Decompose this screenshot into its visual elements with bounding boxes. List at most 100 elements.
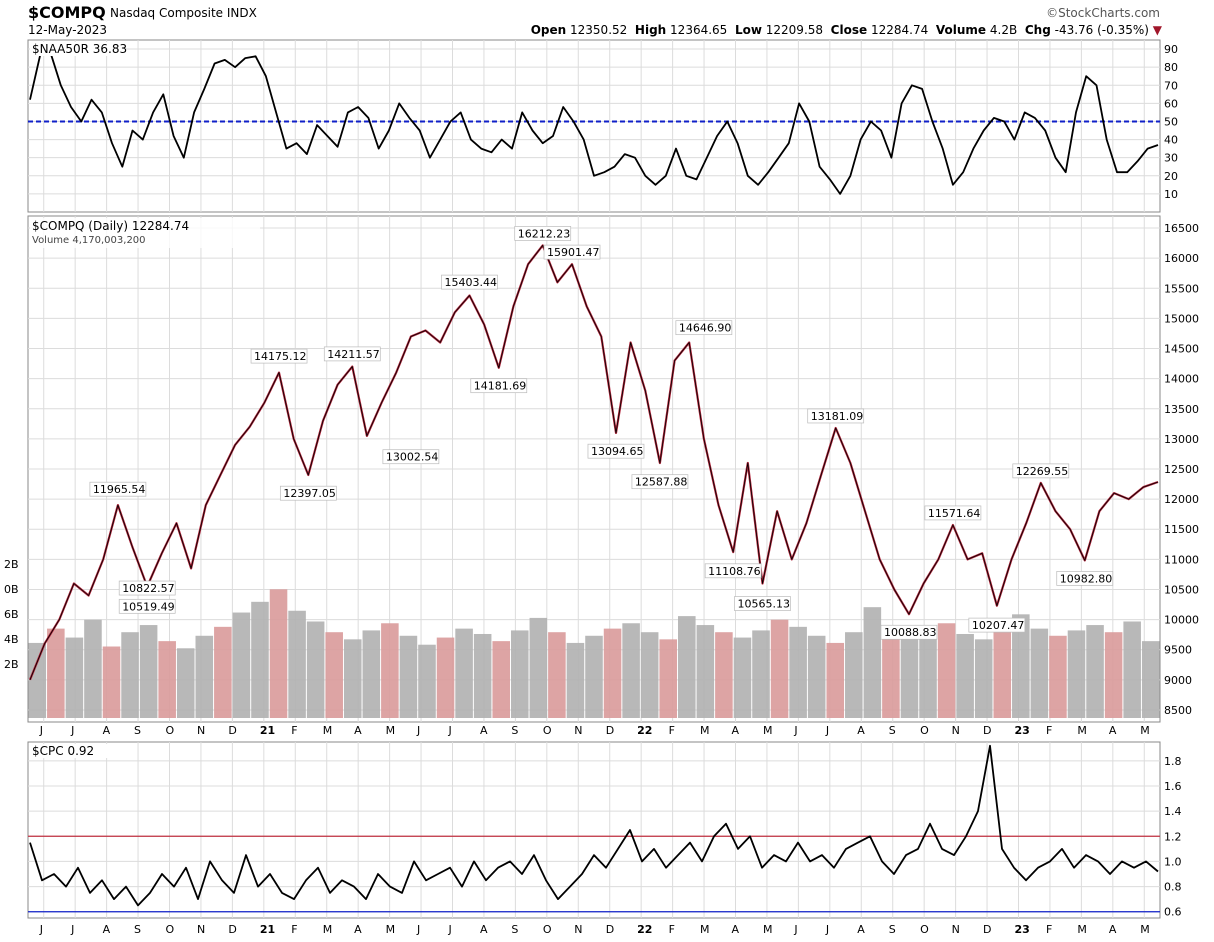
volume-bar xyxy=(770,619,789,718)
brand-label: ©StockCharts.com xyxy=(1046,6,1160,20)
chg-value: -43.76 (-0.35%) xyxy=(1054,23,1149,37)
cpc-tick-label: 1.8 xyxy=(1164,755,1182,768)
volume-bar xyxy=(566,642,585,718)
volume-axis-label: 6B xyxy=(4,608,19,621)
naa50r-tick-label: 60 xyxy=(1164,97,1178,110)
x-axis-month-label: 21 xyxy=(260,724,275,737)
price-annotation: 13181.09 xyxy=(811,410,864,423)
x-axis-month-label-bottom: N xyxy=(574,923,582,936)
x-axis-month-label: M xyxy=(1077,724,1087,737)
x-axis-month-label-bottom: S xyxy=(889,923,896,936)
panel-naa50r xyxy=(27,39,1161,213)
price-annotation-box xyxy=(89,481,147,497)
x-axis-month-label: J xyxy=(70,724,74,737)
x-axis-month-label: D xyxy=(606,724,614,737)
volume-label: Volume xyxy=(935,23,987,37)
x-axis-month-label: F xyxy=(669,724,675,737)
price-annotation-box xyxy=(441,274,498,290)
volume-bar xyxy=(1049,635,1067,718)
cpc-tick-label: 0.6 xyxy=(1164,906,1182,919)
open-label: Open xyxy=(530,23,567,37)
cpc-tick-label: 0.8 xyxy=(1164,881,1182,894)
x-axis-month-label-bottom: F xyxy=(1046,923,1052,936)
price-tick-label: 10500 xyxy=(1164,583,1199,596)
volume-bar xyxy=(510,630,529,718)
cpc-tick-label: 1.4 xyxy=(1164,805,1182,818)
price-annotation: 10822.57 xyxy=(122,582,174,595)
price-annotation-box xyxy=(807,408,865,424)
x-axis-month-label: O xyxy=(166,724,175,737)
naa50r-title-bg xyxy=(30,42,125,56)
price-annotation: 14181.69 xyxy=(474,380,527,393)
x-axis-month-label-bottom: J xyxy=(793,923,797,936)
x-axis-month-label-bottom: F xyxy=(291,923,297,936)
x-axis-month-label: M xyxy=(323,724,333,737)
high-label: High xyxy=(634,23,667,37)
volume-bar xyxy=(900,635,919,718)
price-tick-label: 15000 xyxy=(1164,312,1199,325)
price-annotation-box xyxy=(118,580,176,596)
cpc-title: $CPC 0.92 xyxy=(32,744,94,758)
volume-bar xyxy=(232,612,251,718)
volume-bar xyxy=(343,639,362,718)
x-axis-month-label-bottom: S xyxy=(511,923,518,936)
x-axis-month-label: F xyxy=(1046,724,1052,737)
price-annotation: 10982.80 xyxy=(1060,572,1113,585)
cpc-tick-label: 1.2 xyxy=(1164,830,1182,843)
price-annotation-box xyxy=(1012,463,1070,479)
price-tick-label: 13000 xyxy=(1164,433,1199,446)
x-axis-month-label-bottom: M xyxy=(323,923,333,936)
price-annotation-box xyxy=(323,346,381,362)
x-axis-month-label-bottom: O xyxy=(166,923,175,936)
volume-bar xyxy=(585,635,603,718)
x-axis-month-label-bottom: N xyxy=(952,923,960,936)
price-annotation: 14211.57 xyxy=(327,348,380,361)
x-axis-month-label: A xyxy=(103,724,111,737)
volume-bar xyxy=(733,637,752,718)
volume-bar xyxy=(1067,630,1086,718)
price-annotation-box xyxy=(631,474,689,490)
price-tick-label: 14000 xyxy=(1164,373,1199,386)
price-annotation: 14646.90 xyxy=(679,322,732,335)
volume-bar xyxy=(845,632,863,718)
compq-volume-subtitle: Volume 4,170,003,200 xyxy=(32,235,146,246)
volume-bar xyxy=(455,628,473,718)
x-axis-month-label-bottom: 21 xyxy=(260,923,275,936)
volume-bar xyxy=(993,626,1012,718)
x-axis-month-label: M xyxy=(1140,724,1150,737)
x-axis-month-label-bottom: M xyxy=(1077,923,1087,936)
volume-bar xyxy=(139,625,158,718)
open-value: 12350.52 xyxy=(570,23,628,37)
x-axis-month-label: N xyxy=(197,724,205,737)
naa50r-tick-label: 80 xyxy=(1164,61,1178,74)
x-axis-month-label: S xyxy=(511,724,518,737)
volume-bar xyxy=(548,632,566,718)
volume-bar xyxy=(1012,614,1030,718)
price-tick-label: 16000 xyxy=(1164,252,1199,265)
x-axis-month-label-bottom: J xyxy=(416,923,420,936)
x-axis-month-label: J xyxy=(793,724,797,737)
price-annotation-box xyxy=(734,596,791,611)
price-annotation-box xyxy=(514,226,572,241)
x-axis-month-label-bottom: 22 xyxy=(637,923,652,936)
volume-axis-label: 2B xyxy=(4,658,19,671)
price-tick-label: 11000 xyxy=(1164,553,1199,566)
volume-bar xyxy=(214,626,232,718)
x-axis-month-label-bottom: M xyxy=(700,923,710,936)
x-axis-month-label-bottom: M xyxy=(386,923,396,936)
price-tick-label: 9000 xyxy=(1164,674,1192,687)
price-tick-label: 16500 xyxy=(1164,222,1199,235)
x-axis-month-label-bottom: D xyxy=(983,923,991,936)
volume-bar xyxy=(251,601,269,718)
volume-bar xyxy=(436,637,455,718)
price-tick-label: 12000 xyxy=(1164,493,1199,506)
price-annotation-box xyxy=(880,624,938,640)
volume-bar xyxy=(158,641,176,718)
x-axis-month-label-bottom: O xyxy=(543,923,552,936)
volume-bar xyxy=(84,619,102,718)
low-value: 12209.58 xyxy=(765,23,824,37)
volume-bar xyxy=(715,632,733,718)
x-axis-month-label: J xyxy=(448,724,452,737)
volume-bar xyxy=(678,616,696,718)
x-axis-month-label: A xyxy=(1109,724,1117,737)
